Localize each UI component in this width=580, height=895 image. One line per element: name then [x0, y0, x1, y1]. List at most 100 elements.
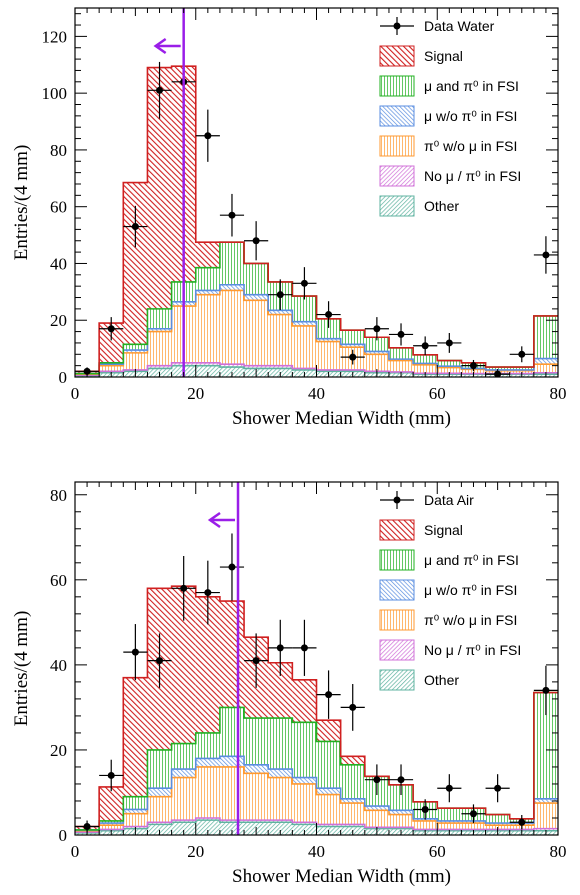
- legend-label: μ and π⁰ in FSI: [424, 552, 519, 568]
- y-tick-label: 120: [42, 27, 68, 46]
- bar--w-o-in-fsi-bin-15: [437, 367, 462, 374]
- bar--w-o-in-fsi-bin-1: [99, 825, 124, 830]
- legend-label: No μ / π⁰ in FSI: [424, 168, 521, 184]
- legend-label: Other: [424, 672, 459, 688]
- y-tick-label: 100: [42, 84, 68, 103]
- legend-label: No μ / π⁰ in FSI: [424, 642, 521, 658]
- data-point-2: [123, 205, 148, 248]
- outline-signal: [75, 65, 558, 373]
- data-point-9: [292, 267, 317, 300]
- y-axis-title: Entries/(4 mm): [11, 145, 32, 261]
- data-point-12: [364, 764, 389, 796]
- data-point-2: [123, 624, 148, 681]
- cut-arrow: [153, 37, 181, 55]
- bar-signal-bin-10: [316, 720, 341, 742]
- bar--and-in-fsi-bin-11: [340, 330, 365, 345]
- bar--w-o-in-fsi-bin-10: [316, 341, 341, 370]
- bar--w-o-in-fsi-bin-5: [195, 290, 220, 295]
- bar--and-in-fsi-bin-15: [437, 808, 462, 821]
- bar--w-o-in-fsi-bin-8: [268, 314, 293, 366]
- bar--w-o-in-fsi-bin-7: [244, 294, 269, 301]
- data-point-5: [195, 560, 220, 625]
- bar--w-o-in-fsi-bin-6: [219, 766, 245, 821]
- x-tick-label: 0: [71, 842, 80, 861]
- bar--and-in-fsi-bin-10: [316, 741, 341, 789]
- bar--w-o-in-fsi-bin-12: [364, 351, 389, 355]
- data-point-13: [388, 764, 414, 796]
- bar-no-in-fsi-bin-8: [268, 820, 293, 823]
- bar-no-in-fsi-bin-6: [219, 364, 245, 368]
- y-tick-label: 80: [50, 141, 67, 160]
- data-point-14: [413, 336, 438, 356]
- data-point-11: [340, 684, 365, 731]
- bar--w-o-in-fsi-bin-7: [244, 764, 269, 774]
- y-axis-title: Entries/(4 mm): [11, 611, 32, 727]
- legend-item: Signal: [379, 45, 463, 67]
- legend: Data Air Signal μ and π⁰ in FSI μ w/o π⁰ in…: [379, 491, 521, 691]
- legend-label: μ and π⁰ in FSI: [424, 78, 519, 94]
- bar--and-in-fsi-bin-4: [171, 743, 196, 770]
- bar-no-in-fsi-bin-19: [533, 828, 558, 831]
- bar--w-o-in-fsi-bin-4: [171, 777, 196, 821]
- outline-signal: [75, 585, 558, 828]
- y-tick-label: 60: [50, 571, 67, 590]
- bar--w-o-in-fsi-bin-3: [147, 328, 172, 332]
- bar--and-in-fsi-bin-5: [195, 732, 220, 759]
- bar--and-in-fsi-bin-2: [123, 344, 148, 351]
- data-point-3: [147, 61, 172, 119]
- bar--w-o-in-fsi-bin-8: [268, 777, 293, 821]
- bar--w-o-in-fsi-bin-10: [316, 794, 341, 825]
- x-axis-title: Shower Median Width (mm): [232, 408, 451, 429]
- bar--w-o-in-fsi-bin-14: [413, 364, 438, 374]
- chart-panel-water: 0 20 40 60 80 0 20 40 60 80 100 120 Shower Median Wi…: [0, 0, 580, 445]
- data-point-8: [268, 619, 293, 676]
- bar--and-in-fsi-bin-12: [364, 337, 389, 352]
- legend-item: No μ / π⁰ in FSI: [379, 639, 521, 661]
- x-tick-label: 40: [308, 384, 325, 403]
- bar--w-o-in-fsi-bin-5: [195, 766, 220, 818]
- legend-item: μ and π⁰ in FSI: [379, 75, 519, 97]
- x-tick-label: 60: [429, 384, 446, 403]
- data-point-8: [268, 279, 293, 311]
- legend-item: π⁰ w/o μ in FSI: [379, 609, 517, 631]
- bar--w-o-in-fsi-bin-13: [388, 360, 414, 372]
- bar-signal-bin-5: [195, 242, 220, 268]
- bar--w-o-in-fsi-bin-1: [99, 365, 124, 372]
- outline--w-o-in-fsi: [75, 283, 558, 375]
- bar-no-in-fsi-bin-3: [147, 365, 172, 369]
- legend-label: μ w/o π⁰ in FSI: [424, 108, 517, 124]
- bar--w-o-in-fsi-bin-16: [461, 369, 486, 374]
- bar-other-bin-8: [268, 822, 293, 835]
- bar--w-o-in-fsi-bin-7: [244, 773, 269, 821]
- bar--and-in-fsi-bin-1: [99, 820, 124, 824]
- bar-no-in-fsi-bin-5: [195, 362, 220, 366]
- data-point-18: [509, 815, 534, 830]
- bar-signal-bin-11: [340, 756, 365, 765]
- bar--w-o-in-fsi-bin-9: [292, 321, 317, 326]
- bar--w-o-in-fsi-bin-3: [147, 796, 172, 823]
- legend-item-data: Data Air: [380, 491, 474, 509]
- bar--w-o-in-fsi-bin-19: [533, 364, 558, 373]
- chart-air-svg: 0 20 40 60 80 0 20 40 60 80 Shower Median Width (m…: [11, 481, 567, 887]
- bar--w-o-in-fsi-bin-15: [437, 820, 462, 824]
- data-point-14: [413, 799, 438, 820]
- bar--w-o-in-fsi-bin-11: [340, 344, 365, 348]
- data-point-1: [99, 759, 124, 792]
- data-point-12: [364, 317, 389, 341]
- legend-label: Data Air: [424, 492, 474, 508]
- bar--w-o-in-fsi-bin-8: [268, 769, 293, 778]
- legend-label: π⁰ w/o μ in FSI: [424, 138, 517, 154]
- bar--w-o-in-fsi-bin-10: [316, 788, 341, 795]
- chart-water-svg: 0 20 40 60 80 0 20 40 60 80 100 120 Shower Median Wi…: [11, 7, 567, 429]
- bar-signal-bin-1: [99, 786, 124, 821]
- bar--and-in-fsi-bin-17: [485, 367, 510, 370]
- bar--and-in-fsi-bin-9: [292, 296, 317, 322]
- legend-item: No μ / π⁰ in FSI: [379, 165, 521, 187]
- legend-label: π⁰ w/o μ in FSI: [424, 612, 517, 628]
- data-point-0: [75, 820, 100, 833]
- x-tick-label: 80: [550, 384, 567, 403]
- legend-label: Signal: [424, 522, 463, 538]
- bar--w-o-in-fsi-bin-7: [244, 300, 269, 366]
- bar--w-o-in-fsi-bin-12: [364, 810, 389, 828]
- bar--w-o-in-fsi-bin-14: [413, 818, 438, 821]
